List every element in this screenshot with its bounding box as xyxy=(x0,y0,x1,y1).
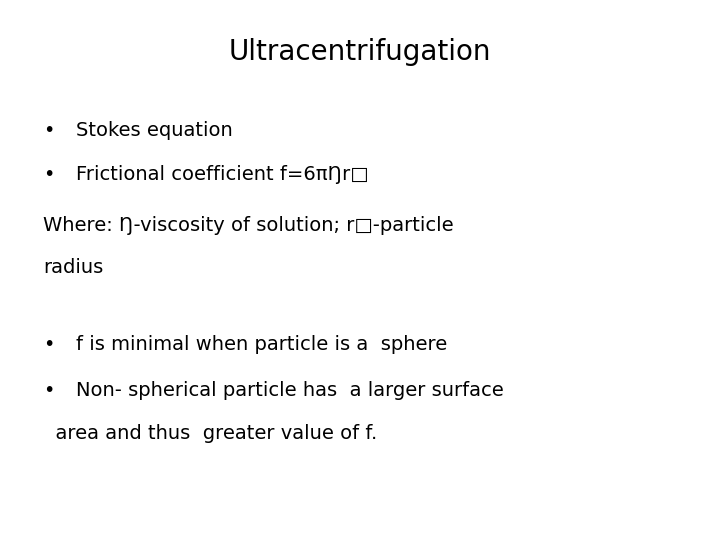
Text: •: • xyxy=(43,165,55,184)
Text: Frictional coefficient f=6πŊr□: Frictional coefficient f=6πŊr□ xyxy=(76,165,368,184)
Text: f is minimal when particle is a  sphere: f is minimal when particle is a sphere xyxy=(76,335,447,354)
Text: Stokes equation: Stokes equation xyxy=(76,122,233,140)
Text: Ultracentrifugation: Ultracentrifugation xyxy=(229,38,491,66)
Text: Where: Ŋ-viscosity of solution; r□-particle: Where: Ŋ-viscosity of solution; r□-parti… xyxy=(43,216,454,235)
Text: area and thus  greater value of f.: area and thus greater value of f. xyxy=(43,424,377,443)
Text: radius: radius xyxy=(43,258,104,277)
Text: Non- spherical particle has  a larger surface: Non- spherical particle has a larger sur… xyxy=(76,381,503,400)
Text: •: • xyxy=(43,335,55,354)
Text: •: • xyxy=(43,381,55,400)
Text: •: • xyxy=(43,122,55,140)
